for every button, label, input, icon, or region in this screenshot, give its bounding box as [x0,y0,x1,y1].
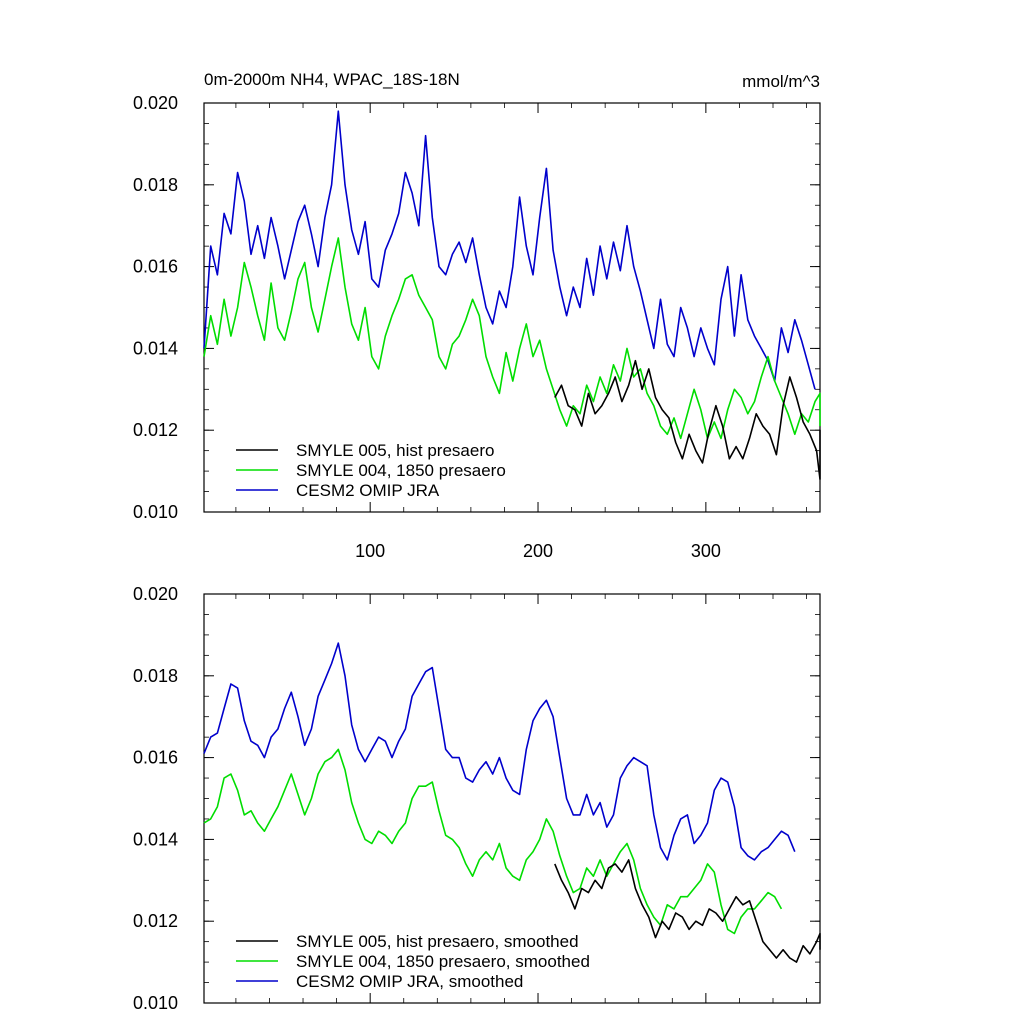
x-tick-label: 300 [691,541,721,561]
chart-title: 0m-2000m NH4, WPAC_18S-18N [204,70,460,89]
series-line-2 [203,642,796,861]
bottom-plot-panel: 0.010 0.012 0.014 0.016 0.018 0.020 SMYLE 005,… [133,584,821,1013]
y-tick-label: 0.020 [133,584,178,604]
y-tick-label: 0.018 [133,175,178,195]
legend-label: SMYLE 005, hist presaero [296,441,494,460]
series-line-0 [554,859,821,963]
y-tick-label: 0.016 [133,257,178,277]
y-tick-label: 0.010 [133,993,178,1013]
y-tick-label: 0.018 [133,666,178,686]
series-line-0 [554,359,821,481]
legend-label: CESM2 OMIP JRA [296,481,440,500]
x-tick-label: 100 [355,541,385,561]
y-tick-label: 0.012 [133,420,178,440]
series-line-1 [203,748,783,935]
y-tick-label: 0.014 [133,338,178,358]
legend-label: SMYLE 005, hist presaero, smoothed [296,932,579,951]
x-tick-label: 200 [523,541,553,561]
legend-label: CESM2 OMIP JRA, smoothed [296,972,523,991]
series-line-1 [203,237,821,440]
y-tick-label: 0.010 [133,502,178,522]
y-tick-label: 0.020 [133,93,178,113]
top-plot-panel: 0.010 0.012 0.014 0.016 0.018 0.020 100 200 300 S… [133,93,821,561]
units-label: mmol/m^3 [742,72,820,91]
legend-label: SMYLE 004, 1850 presaero, smoothed [296,952,590,971]
y-tick-label: 0.014 [133,829,178,849]
series-line-2 [203,110,816,390]
y-tick-label: 0.012 [133,911,178,931]
y-tick-label: 0.016 [133,748,178,768]
legend-label: SMYLE 004, 1850 presaero [296,461,506,480]
